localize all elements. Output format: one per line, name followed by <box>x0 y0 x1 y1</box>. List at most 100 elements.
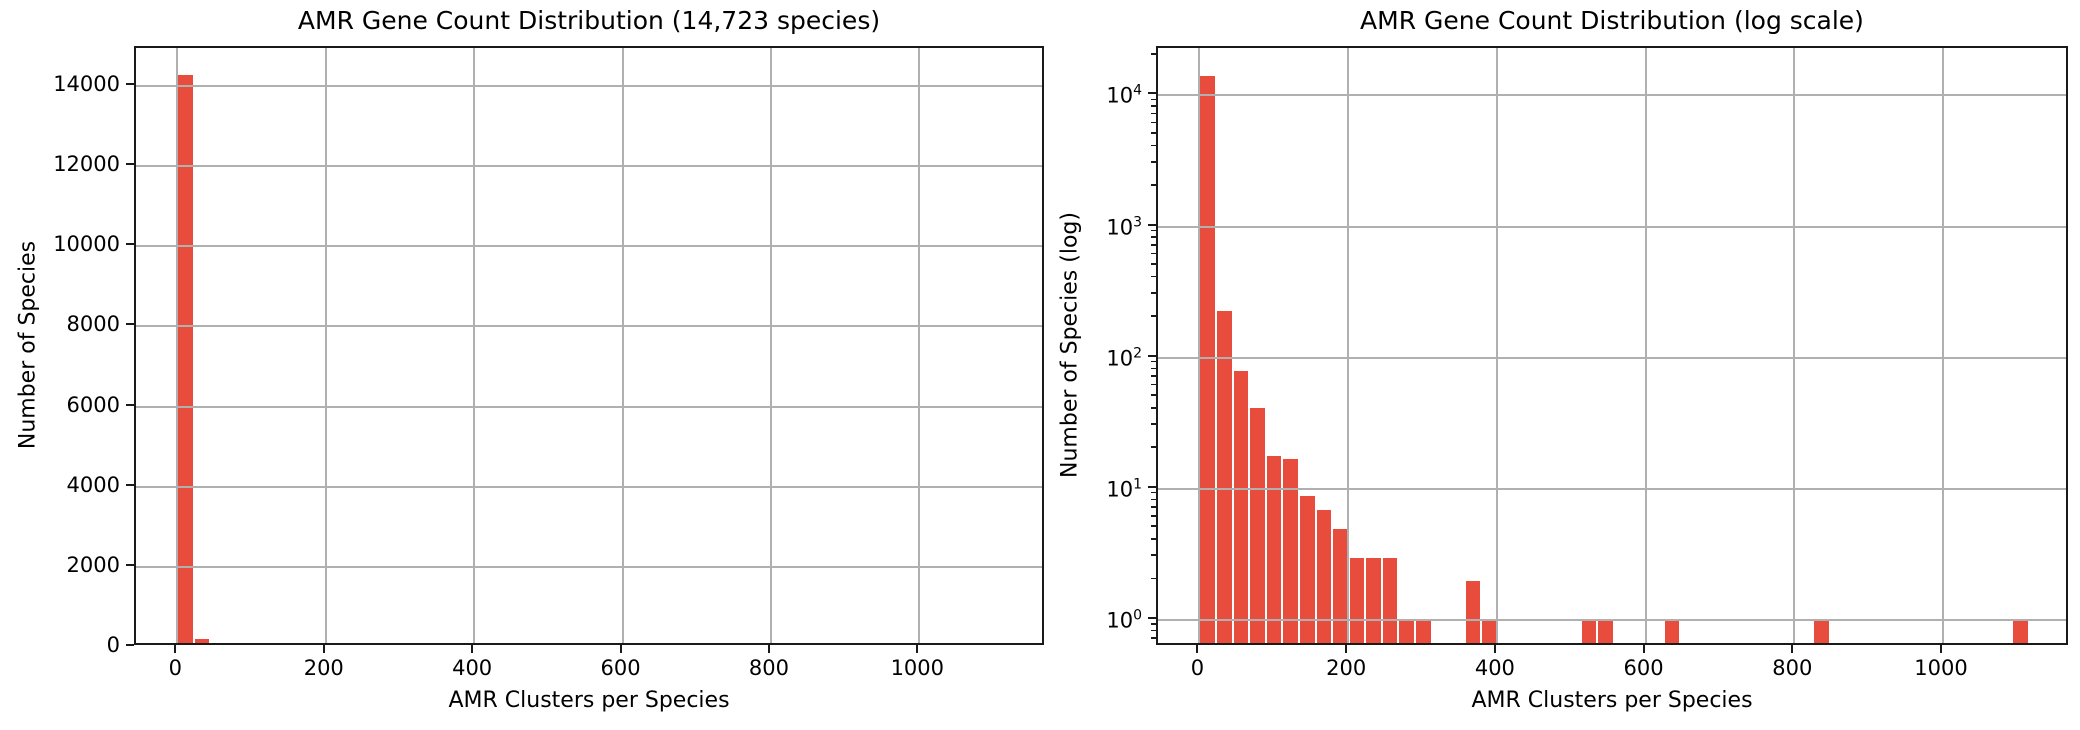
x-tick-mark <box>1791 645 1794 653</box>
x-tick-mark <box>1345 645 1348 653</box>
gridline-vertical <box>1347 48 1350 643</box>
y-tick-mark <box>126 563 134 566</box>
x-tick-label: 400 <box>452 656 493 680</box>
gridline-horizontal <box>136 85 1042 88</box>
x-tick-label: 400 <box>1474 656 1515 680</box>
histogram-bar <box>1398 619 1416 643</box>
x-tick-mark <box>916 645 919 653</box>
y-minor-tick-mark <box>1151 538 1156 540</box>
x-tick-mark <box>1940 645 1943 653</box>
y-tick-label: 8000 <box>66 312 120 337</box>
gridline-horizontal <box>136 165 1042 168</box>
histogram-bar <box>1464 580 1482 643</box>
y-minor-tick-mark <box>1151 105 1156 107</box>
y-minor-tick-mark <box>1151 629 1156 632</box>
x-tick-label: 600 <box>1623 656 1664 680</box>
y-minor-tick-mark <box>1151 360 1156 363</box>
y-minor-tick-mark <box>1151 53 1156 55</box>
y-minor-tick-mark <box>1151 515 1156 517</box>
y-minor-tick-mark <box>1151 446 1156 448</box>
x-tick-label: 600 <box>600 656 641 680</box>
y-minor-tick-mark <box>1151 498 1156 501</box>
x-tick-label: 1000 <box>1914 656 1968 680</box>
y-minor-tick-mark <box>1151 525 1156 527</box>
x-tick-mark <box>174 645 177 653</box>
y-minor-tick-mark <box>1151 252 1156 255</box>
histogram-bar <box>1415 619 1432 643</box>
y-tick-label: 6000 <box>66 392 120 417</box>
y-minor-tick-mark <box>1151 637 1156 639</box>
x-tick-label: 1000 <box>890 656 945 680</box>
gridline-vertical <box>1644 48 1647 643</box>
histogram-bar <box>1249 406 1266 643</box>
y-minor-tick-mark <box>1151 491 1156 494</box>
x-tick-label: 200 <box>1326 656 1367 680</box>
histogram-bar <box>2011 619 2029 643</box>
histogram-bar <box>210 644 227 645</box>
gridline-vertical <box>473 48 476 643</box>
y-tick-mark <box>1148 92 1156 95</box>
gridline-horizontal <box>136 485 1042 488</box>
y-minor-tick-mark <box>1151 184 1156 186</box>
y-tick-label: 14000 <box>53 72 120 97</box>
log-histogram-xlabel: AMR Clusters per Species <box>1471 688 1753 713</box>
y-minor-tick-mark <box>1151 554 1156 556</box>
x-tick-label: 800 <box>1772 656 1813 680</box>
gridline-horizontal <box>1158 618 2066 621</box>
y-tick-label: 104 <box>1106 82 1142 108</box>
y-tick-mark <box>126 483 134 486</box>
gridline-vertical <box>324 48 327 643</box>
histogram-bar <box>1232 370 1250 643</box>
y-minor-tick-mark <box>1151 161 1156 163</box>
gridline-horizontal <box>136 565 1042 568</box>
y-minor-tick-mark <box>1151 394 1156 396</box>
gridline-horizontal <box>136 245 1042 248</box>
x-tick-mark <box>767 645 770 653</box>
histogram-bar <box>1282 458 1299 643</box>
y-tick-label: 101 <box>1106 476 1142 502</box>
y-minor-tick-mark <box>1151 263 1156 265</box>
x-tick-mark <box>322 645 325 653</box>
y-tick-label: 100 <box>1106 607 1142 633</box>
gridline-vertical <box>1198 48 1201 643</box>
gridline-horizontal <box>136 405 1042 408</box>
y-tick-mark <box>1148 223 1156 226</box>
gridline-horizontal <box>1158 225 2066 228</box>
linear-histogram-title: AMR Gene Count Distribution (14,723 spec… <box>297 6 881 35</box>
y-tick-mark <box>1148 354 1156 357</box>
y-tick-label: 10000 <box>53 232 120 257</box>
log-histogram-plot <box>1156 46 2068 645</box>
linear-histogram-ylabel: Number of Species <box>15 240 41 450</box>
y-tick-mark <box>126 403 134 406</box>
gridline-horizontal <box>1158 356 2066 359</box>
gridline-vertical <box>769 48 772 643</box>
y-minor-tick-mark <box>1151 315 1156 317</box>
histogram-bar <box>1298 494 1316 643</box>
gridline-vertical <box>176 48 179 643</box>
x-tick-label: 800 <box>748 656 789 680</box>
y-minor-tick-mark <box>1151 577 1156 580</box>
histogram-bar <box>1216 310 1233 643</box>
histogram-bar <box>1580 619 1598 643</box>
y-minor-tick-mark <box>1151 367 1156 370</box>
y-minor-tick-mark <box>1151 112 1156 115</box>
x-tick-label: 0 <box>1190 656 1205 680</box>
y-tick-label: 103 <box>1106 214 1142 239</box>
gridline-vertical <box>1942 48 1945 643</box>
y-tick-mark <box>126 323 134 326</box>
histogram-bar <box>177 74 194 643</box>
y-tick-mark <box>1148 616 1156 619</box>
y-minor-tick-mark <box>1151 275 1156 278</box>
gridline-horizontal <box>136 325 1042 328</box>
y-tick-mark <box>126 243 134 246</box>
histogram-bar <box>1381 557 1399 643</box>
histogram-bar <box>1812 619 1830 643</box>
y-minor-tick-mark <box>1151 423 1156 425</box>
y-minor-tick-mark <box>1151 383 1156 386</box>
gridline-vertical <box>918 48 921 643</box>
gridline-horizontal <box>1158 487 2066 490</box>
y-minor-tick-mark <box>1151 292 1156 294</box>
gridline-vertical <box>1793 48 1796 643</box>
y-tick-mark <box>126 644 134 646</box>
histogram-bar <box>193 637 211 643</box>
